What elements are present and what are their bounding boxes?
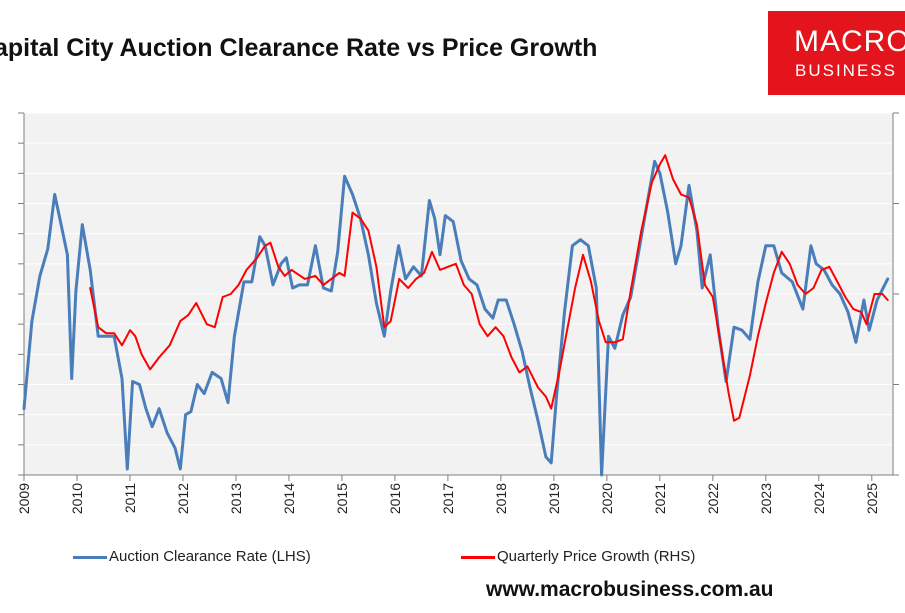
footer-url: www.macrobusiness.com.au: [486, 578, 774, 601]
axes: [18, 112, 899, 476]
legend-item-rhs: Quarterly Price Growth (RHS): [461, 548, 695, 565]
x-tick-label: 2020: [599, 483, 615, 514]
x-tick-label: 2025: [864, 483, 880, 514]
series-layer: [22, 154, 890, 477]
legend-label-lhs: Auction Clearance Rate (LHS): [109, 548, 311, 565]
macrobusiness-logo: MACRO BUSINESS: [768, 11, 905, 95]
x-tick-label: 2011: [122, 483, 138, 513]
logo-text-business: BUSINESS: [795, 61, 897, 80]
series-line-auction-clearance-rate: [22, 159, 890, 477]
x-tick-label: 2009: [16, 483, 32, 514]
x-tick-label: 2018: [493, 483, 509, 514]
x-tick-label: 2015: [334, 483, 350, 514]
x-tick-label: 2016: [387, 483, 403, 514]
x-tick-label: 2022: [705, 483, 721, 514]
logo-text-macro: MACRO: [794, 25, 905, 58]
x-tick-label: 2012: [175, 483, 191, 514]
x-tick-label: 2014: [281, 483, 297, 514]
legend-label-rhs: Quarterly Price Growth (RHS): [497, 548, 696, 565]
legend-swatch-lhs: [73, 555, 107, 559]
chart-title: apital City Auction Clearance Rate vs Pr…: [0, 34, 598, 62]
x-tick-label: 2023: [758, 483, 774, 514]
x-tick-label: 2010: [69, 483, 85, 514]
x-tick-label: 2021: [652, 483, 668, 514]
legend-item-lhs: Auction Clearance Rate (LHS): [73, 548, 311, 565]
x-axis-ticks: 2009 2010 2011 2012 2013 2014 2015 2016 2017 2018…: [16, 475, 880, 514]
x-tick-label: 2019: [546, 483, 562, 514]
legend-swatch-rhs: [461, 555, 495, 559]
series-line-quarterly-price-growth: [89, 154, 889, 422]
x-tick-label: 2017: [440, 483, 456, 514]
x-tick-label: 2013: [228, 483, 244, 514]
x-tick-label: 2024: [811, 483, 827, 514]
